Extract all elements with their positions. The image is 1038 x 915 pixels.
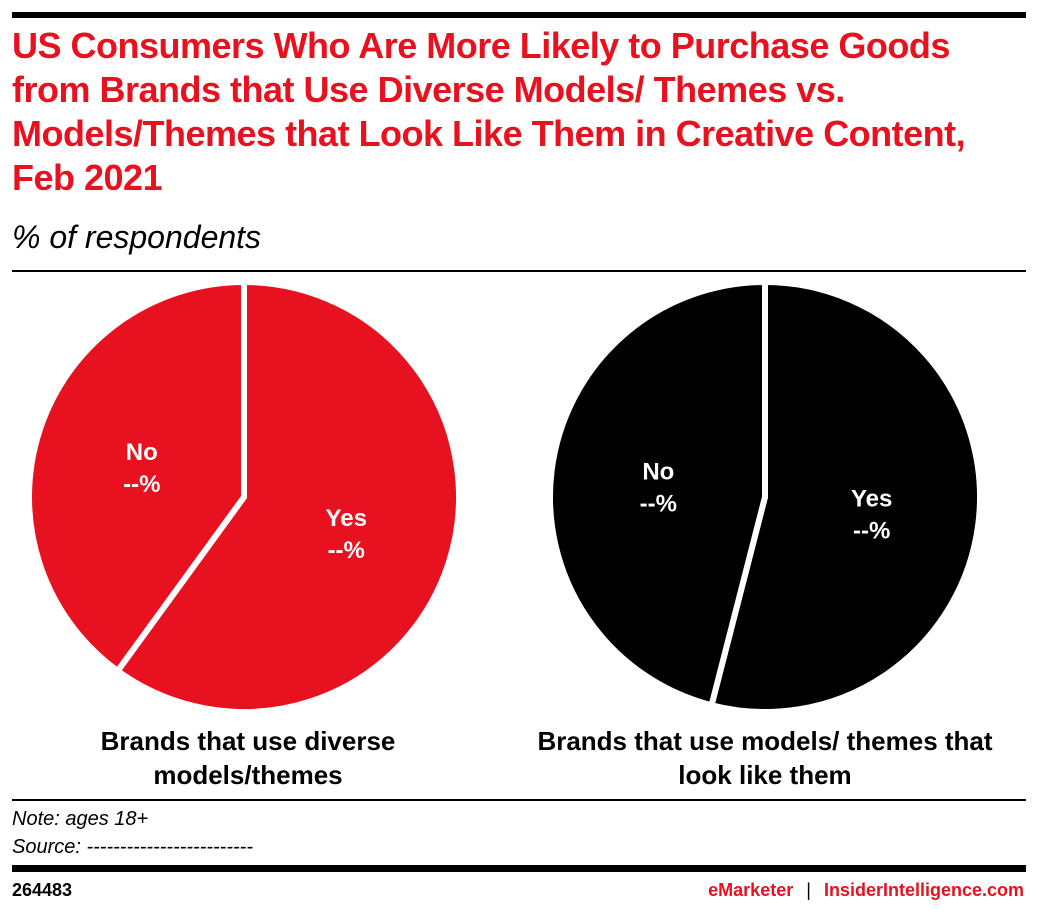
pie-slice-yes <box>113 278 462 715</box>
slice-label: Yes <box>326 505 367 532</box>
pie-slice-no <box>26 278 247 676</box>
pie-slice-no <box>547 278 768 709</box>
slice-value-label: --% <box>640 491 677 518</box>
header-rule <box>12 270 1026 272</box>
note: Note: ages 18+ <box>12 808 149 830</box>
slice-label: No <box>642 459 674 486</box>
pie-caption-left: Brands that use diverse models/themes <box>100 726 396 790</box>
bottom-rule <box>12 865 1026 872</box>
brand: eMarketer | InsiderIntelligence.com <box>708 880 1024 901</box>
slice-value-label: --% <box>328 537 365 564</box>
source: Source: ------------------------- <box>12 836 253 858</box>
slice-label: Yes <box>851 485 892 512</box>
footer-rule <box>12 799 1026 801</box>
chart-id: 264483 <box>12 880 73 900</box>
brand-insider-intelligence[interactable]: InsiderIntelligence.com <box>823 880 1024 900</box>
slice-label: No <box>126 439 158 466</box>
pie-caption-right: Brands that use models/ themes that look… <box>537 726 993 790</box>
pie-slice-yes <box>707 278 983 715</box>
chart-title: US Consumers Who Are More Likely to Purc… <box>12 25 966 198</box>
brand-emarketer: eMarketer <box>708 880 794 900</box>
brand-separator: | <box>806 880 811 900</box>
slice-value-label: --% <box>853 517 890 544</box>
top-rule <box>12 12 1026 18</box>
slice-value-label: --% <box>123 471 160 498</box>
chart-subtitle: % of respondents <box>12 219 262 255</box>
